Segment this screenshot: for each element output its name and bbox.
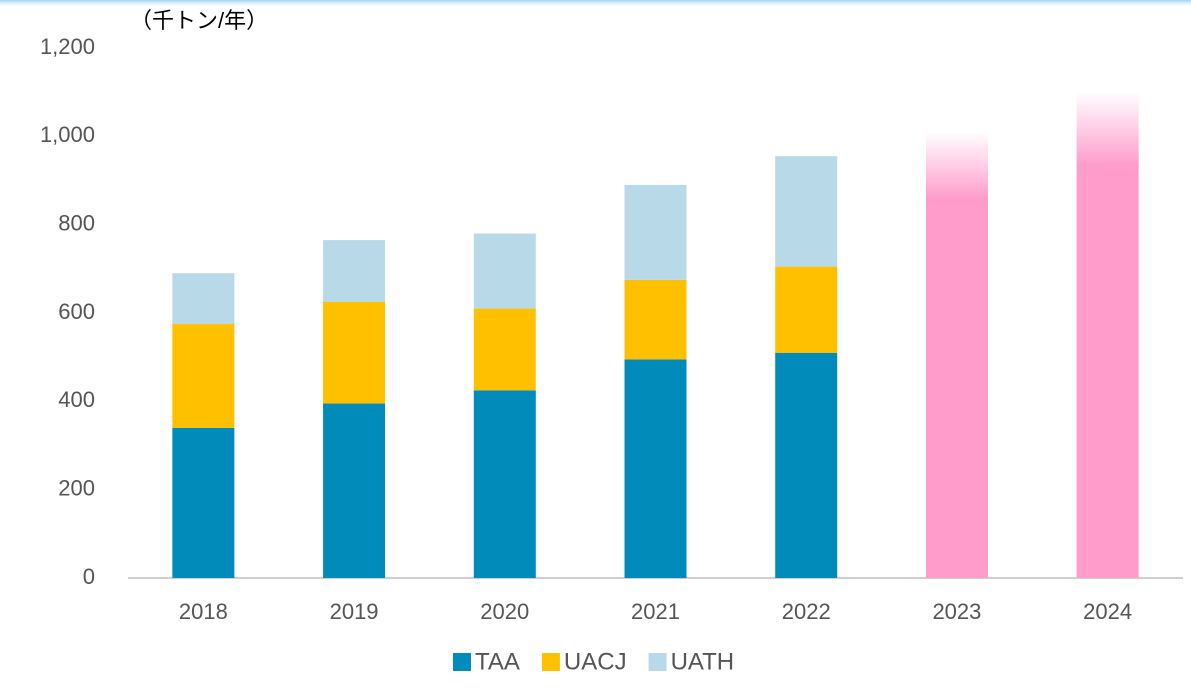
x-tick-label: 2020 <box>480 599 529 624</box>
bar-segment <box>172 324 235 428</box>
bar-segment <box>775 156 838 267</box>
top-band <box>0 0 1191 8</box>
x-tick-label: 2018 <box>179 599 228 624</box>
bar-segment <box>323 301 386 404</box>
bar-segment <box>172 427 235 578</box>
legend-swatch <box>541 653 560 671</box>
y-tick-label: 600 <box>58 299 95 324</box>
y-tick-label: 800 <box>58 210 95 235</box>
x-tick-label: 2021 <box>631 599 680 624</box>
y-tick-label: 200 <box>58 475 95 500</box>
bar-segment <box>172 273 235 325</box>
bar-segment <box>1076 92 1139 579</box>
bar-segment <box>473 233 536 309</box>
legend-swatch <box>648 653 667 671</box>
bar-segment <box>624 184 687 280</box>
x-tick-label: 2022 <box>782 599 831 624</box>
x-tick-label: 2024 <box>1083 599 1132 624</box>
y-tick-label: 1,200 <box>40 34 95 59</box>
y-tick-label: 1,000 <box>40 122 95 147</box>
legend-label: TAA <box>475 648 520 675</box>
legend-label: UATH <box>671 648 735 675</box>
bar-segment <box>323 403 386 578</box>
y-axis-label: （千トン/年） <box>130 8 268 33</box>
bar-segment <box>925 131 988 578</box>
bar-segment <box>624 359 687 578</box>
bar-segment <box>323 240 386 302</box>
y-tick-label: 0 <box>83 564 95 589</box>
bar-segment <box>473 308 536 391</box>
legend-swatch <box>453 653 471 671</box>
x-tick-label: 2023 <box>932 599 981 624</box>
bar-segment <box>775 266 838 353</box>
bar-segment <box>775 352 838 578</box>
legend-label: UACJ <box>564 648 627 675</box>
bar-segment <box>624 279 687 360</box>
y-tick-label: 400 <box>58 387 95 412</box>
bar-segment <box>473 390 536 578</box>
x-tick-label: 2019 <box>330 599 379 624</box>
